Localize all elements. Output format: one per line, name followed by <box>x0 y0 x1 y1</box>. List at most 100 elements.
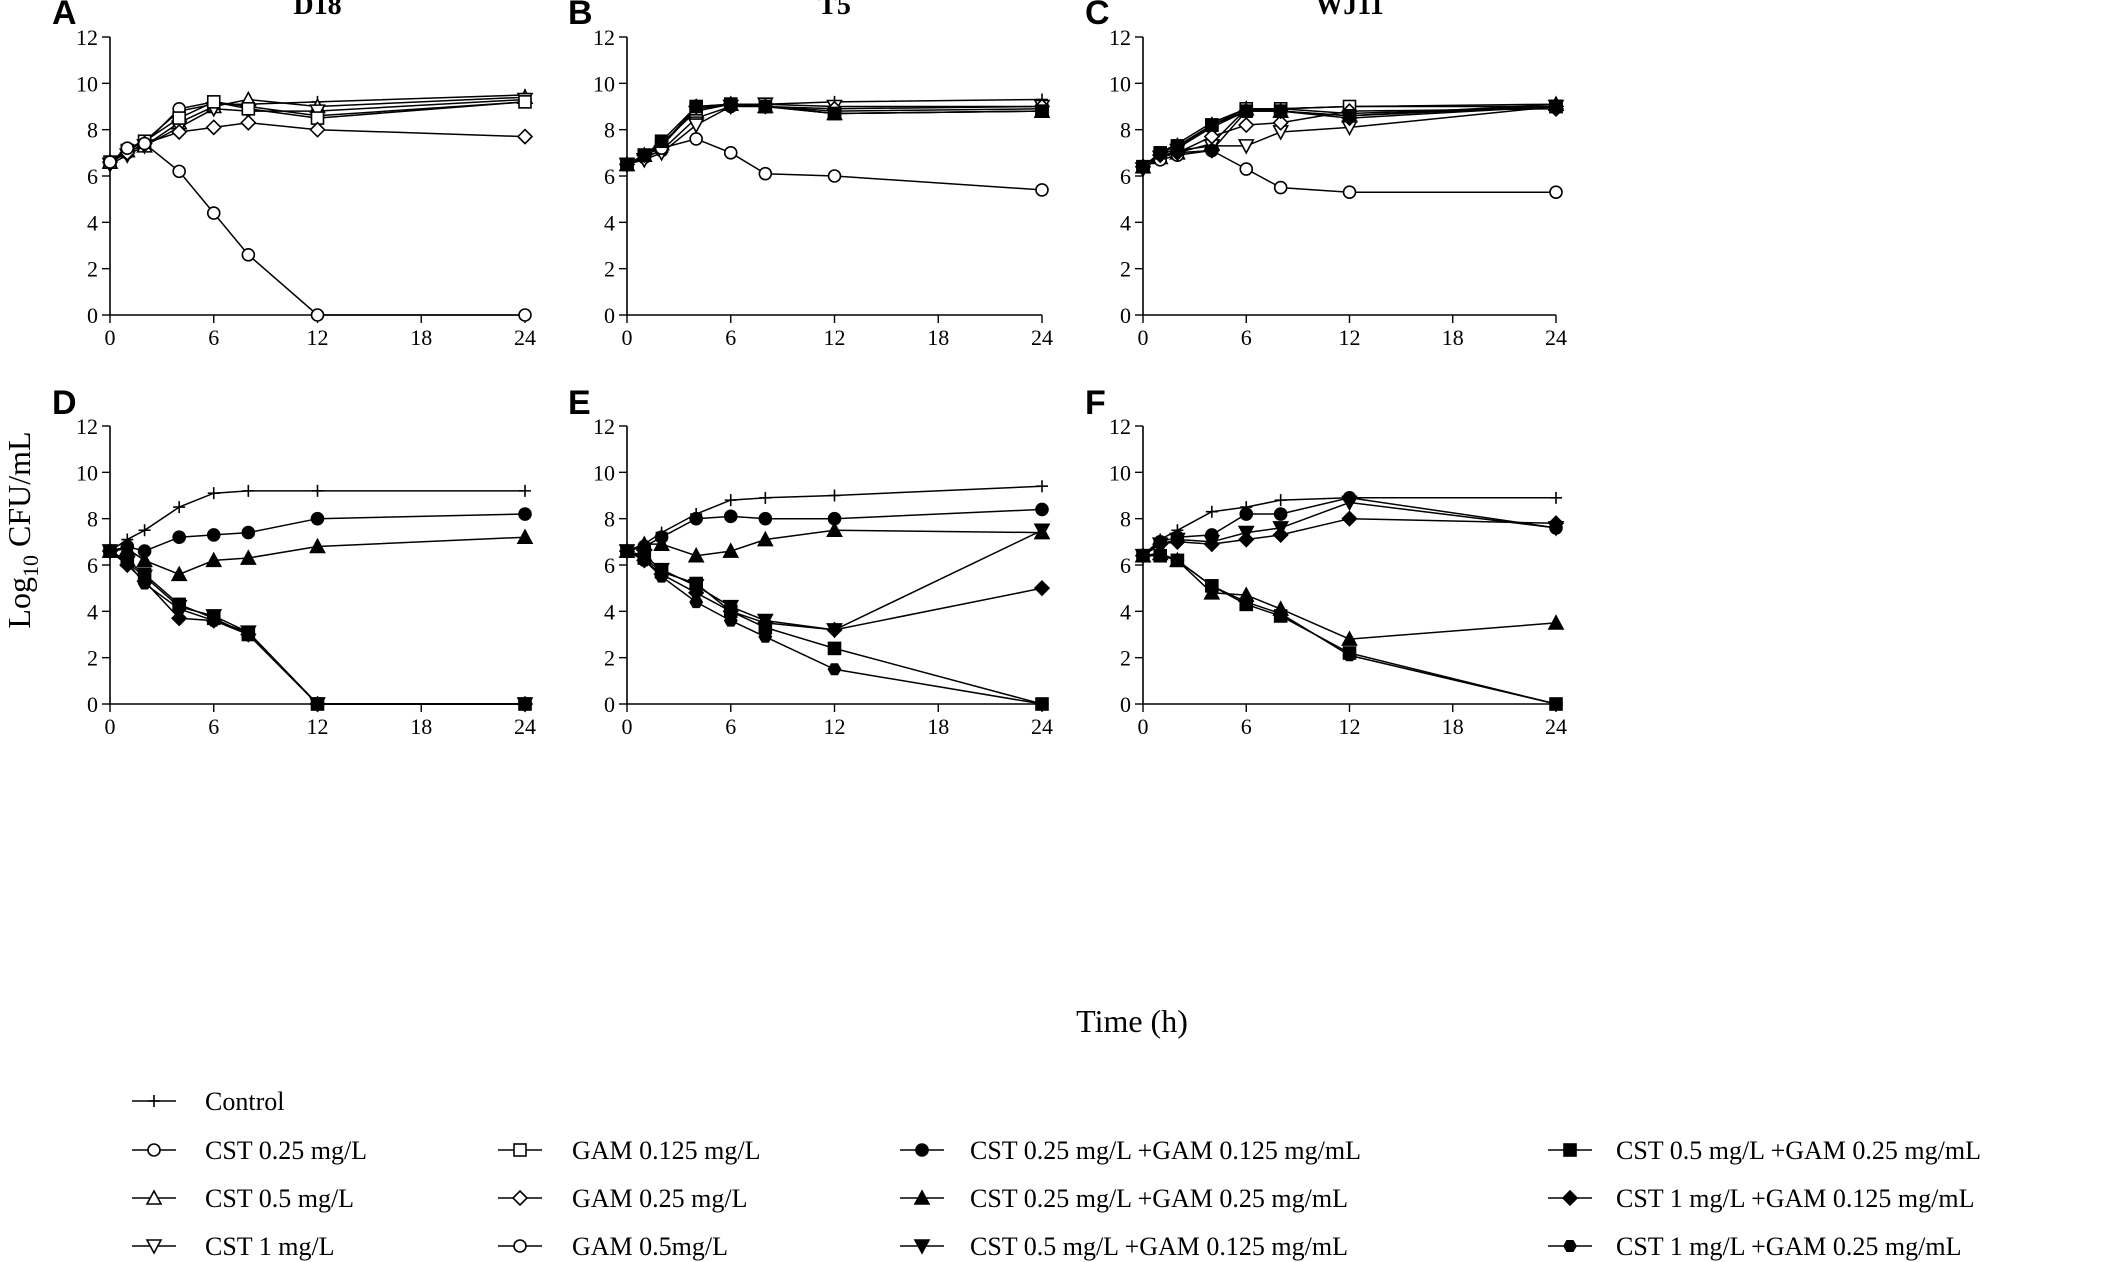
legend-item-cst05: CST 0.5 mg/L <box>132 1184 354 1213</box>
y-tick-label: 8 <box>604 507 615 532</box>
data-point <box>1239 507 1254 521</box>
legend-marker <box>913 1189 931 1205</box>
legend-item-cst025: CST 0.25 mg/L <box>132 1136 367 1165</box>
legend-marker <box>145 1239 163 1255</box>
y-tick-label: 12 <box>593 414 615 439</box>
legend-item-c05g0125: CST 0.5 mg/L +GAM 0.125 mg/mL <box>900 1232 1348 1261</box>
data-point <box>172 530 186 545</box>
x-tick-label: 24 <box>1545 714 1567 739</box>
panel-title: T5 <box>818 0 851 21</box>
data-point <box>1341 495 1358 512</box>
y-tick-label: 6 <box>604 164 615 189</box>
y-tick-label: 8 <box>87 118 98 143</box>
legend-label: Control <box>205 1087 284 1116</box>
data-point <box>1341 109 1358 127</box>
data-point <box>689 596 704 609</box>
data-point <box>1272 103 1289 120</box>
x-tick-label: 24 <box>1545 325 1567 350</box>
legend-label: CST 0.25 mg/L <box>205 1136 367 1165</box>
data-point <box>1273 180 1288 195</box>
data-point <box>1273 507 1288 521</box>
y-tick-label: 4 <box>1120 599 1131 624</box>
x-tick-label: 24 <box>514 325 536 350</box>
data-point <box>120 141 135 155</box>
data-point <box>310 697 325 711</box>
data-point <box>758 99 773 114</box>
data-point <box>137 577 152 590</box>
legend-item-gam025: GAM 0.25 mg/L <box>498 1184 748 1213</box>
data-point <box>1169 533 1186 550</box>
x-tick-label: 24 <box>1031 325 1053 350</box>
y-tick-label: 2 <box>87 257 98 282</box>
data-point <box>205 551 223 568</box>
data-point <box>1035 697 1049 711</box>
x-tick-label: 0 <box>622 325 633 350</box>
data-point <box>1547 515 1565 532</box>
data-point <box>1547 98 1565 115</box>
x-tick-label: 24 <box>1031 714 1053 739</box>
legend: Control CST 0.25 mg/L CST 0.5 mg/L CST 1 mg… <box>132 1087 1981 1261</box>
legend-label: GAM 0.5mg/L <box>572 1232 728 1261</box>
data-point <box>518 308 532 322</box>
data-point <box>1035 502 1049 517</box>
data-point <box>241 102 256 116</box>
y-tick-label: 12 <box>76 414 98 439</box>
series-gam05 <box>103 136 532 322</box>
data-point <box>1205 505 1218 518</box>
data-point <box>1272 114 1289 131</box>
y-tick-label: 0 <box>604 303 615 328</box>
y-tick-label: 10 <box>76 460 98 485</box>
data-point <box>689 99 703 114</box>
series-line <box>109 550 525 705</box>
panel-letter: A <box>52 0 77 32</box>
data-point <box>1035 183 1049 197</box>
series-line <box>1142 552 1557 640</box>
data-point <box>757 614 774 632</box>
data-point <box>723 97 738 111</box>
x-tick-label: 18 <box>410 714 432 739</box>
legend-label: CST 1 mg/L <box>205 1232 335 1261</box>
legend-marker <box>511 1189 529 1207</box>
data-point <box>654 134 669 149</box>
data-point <box>518 95 532 109</box>
y-tick-label: 2 <box>87 646 98 671</box>
data-point <box>240 114 257 131</box>
y-tick-label: 2 <box>1120 257 1131 282</box>
data-point <box>1152 147 1169 164</box>
data-point <box>309 537 326 554</box>
legend-label: CST 0.5 mg/L +GAM 0.125 mg/mL <box>970 1232 1348 1261</box>
legend-label: CST 0.25 mg/L +GAM 0.125 mg/mL <box>970 1136 1361 1165</box>
data-point <box>1134 158 1152 175</box>
data-point <box>1272 526 1289 544</box>
y-tick-label: 2 <box>604 257 615 282</box>
y-tick-label: 6 <box>604 553 615 578</box>
legend-marker <box>1561 1189 1579 1207</box>
y-tick-label: 2 <box>604 646 615 671</box>
legend-marker <box>915 1143 929 1157</box>
x-tick-label: 12 <box>824 325 846 350</box>
data-point <box>1549 697 1563 711</box>
series-c05g025 <box>620 97 1049 172</box>
legend-marker <box>913 1239 931 1255</box>
y-tick-label: 6 <box>1120 164 1131 189</box>
x-tick-label: 18 <box>927 325 949 350</box>
x-tick-label: 18 <box>1442 714 1464 739</box>
x-tick-label: 6 <box>725 714 736 739</box>
data-point <box>654 570 669 583</box>
data-point <box>310 511 325 526</box>
x-tick-label: 18 <box>927 714 949 739</box>
panel-letter: D <box>52 384 77 422</box>
legend-label: CST 0.5 mg/L +GAM 0.25 mg/mL <box>1616 1136 1981 1165</box>
series-line <box>626 550 1043 631</box>
y-tick-label: 0 <box>1120 303 1131 328</box>
data-point <box>1035 104 1049 118</box>
legend-item-c025g0125: CST 0.25 mg/L +GAM 0.125 mg/mL <box>900 1136 1361 1165</box>
data-point <box>172 602 187 616</box>
panel-letter: B <box>568 0 593 32</box>
series-line <box>109 550 525 705</box>
